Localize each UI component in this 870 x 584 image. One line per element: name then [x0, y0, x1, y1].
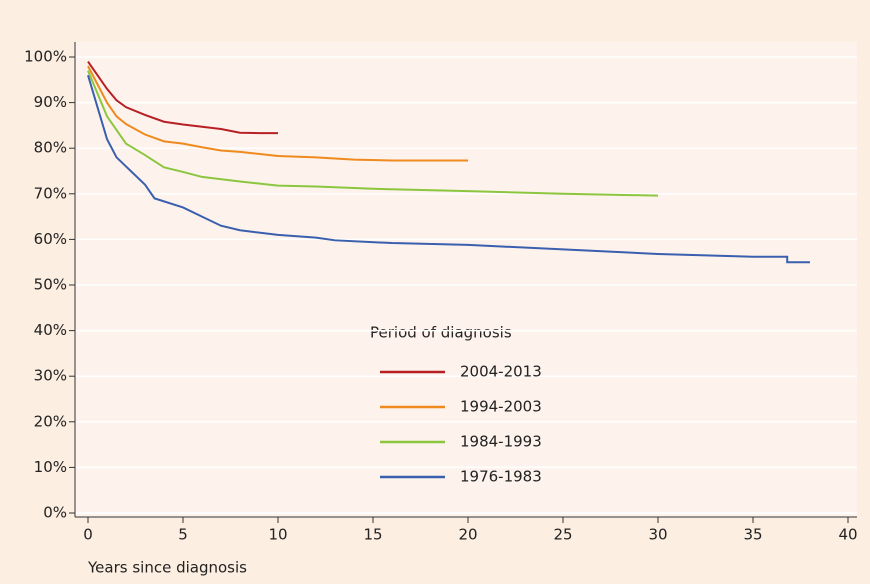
- x-axis-label: Years since diagnosis: [87, 559, 247, 577]
- y-tick-label: 80%: [34, 139, 67, 157]
- legend-label: 2004-2013: [460, 363, 542, 381]
- x-tick-label: 30: [648, 526, 667, 544]
- x-tick-label: 20: [458, 526, 477, 544]
- series-line: [87, 74, 810, 264]
- x-tick-label: 35: [743, 526, 762, 544]
- series-line: [87, 70, 659, 197]
- y-tick-label: 20%: [34, 412, 67, 430]
- series-line: [87, 65, 468, 162]
- series-line: [87, 60, 278, 135]
- y-tick-label: 60%: [34, 230, 67, 248]
- y-tick-label: 50%: [34, 276, 67, 294]
- x-tick-label: 10: [268, 526, 287, 544]
- y-tick-label: 100%: [24, 48, 67, 66]
- y-tick-label: 90%: [34, 93, 67, 111]
- legend-label: 1976-1983: [460, 468, 542, 486]
- x-tick-label: 25: [553, 526, 572, 544]
- legend-title: Period of diagnosis: [370, 324, 512, 342]
- legend-label: 1994-2003: [460, 398, 542, 416]
- x-tick-label: 40: [838, 526, 857, 544]
- x-tick-label: 15: [363, 526, 382, 544]
- y-tick-label: 70%: [34, 184, 67, 202]
- y-tick-label: 10%: [34, 458, 67, 476]
- y-tick-label: 40%: [34, 321, 67, 339]
- legend-label: 1984-1993: [460, 433, 542, 451]
- x-tick-label: 5: [178, 526, 188, 544]
- y-tick-label: 30%: [34, 367, 67, 385]
- plot-area: [75, 42, 857, 517]
- x-tick-label: 0: [83, 526, 93, 544]
- y-tick-label: 0%: [43, 504, 67, 522]
